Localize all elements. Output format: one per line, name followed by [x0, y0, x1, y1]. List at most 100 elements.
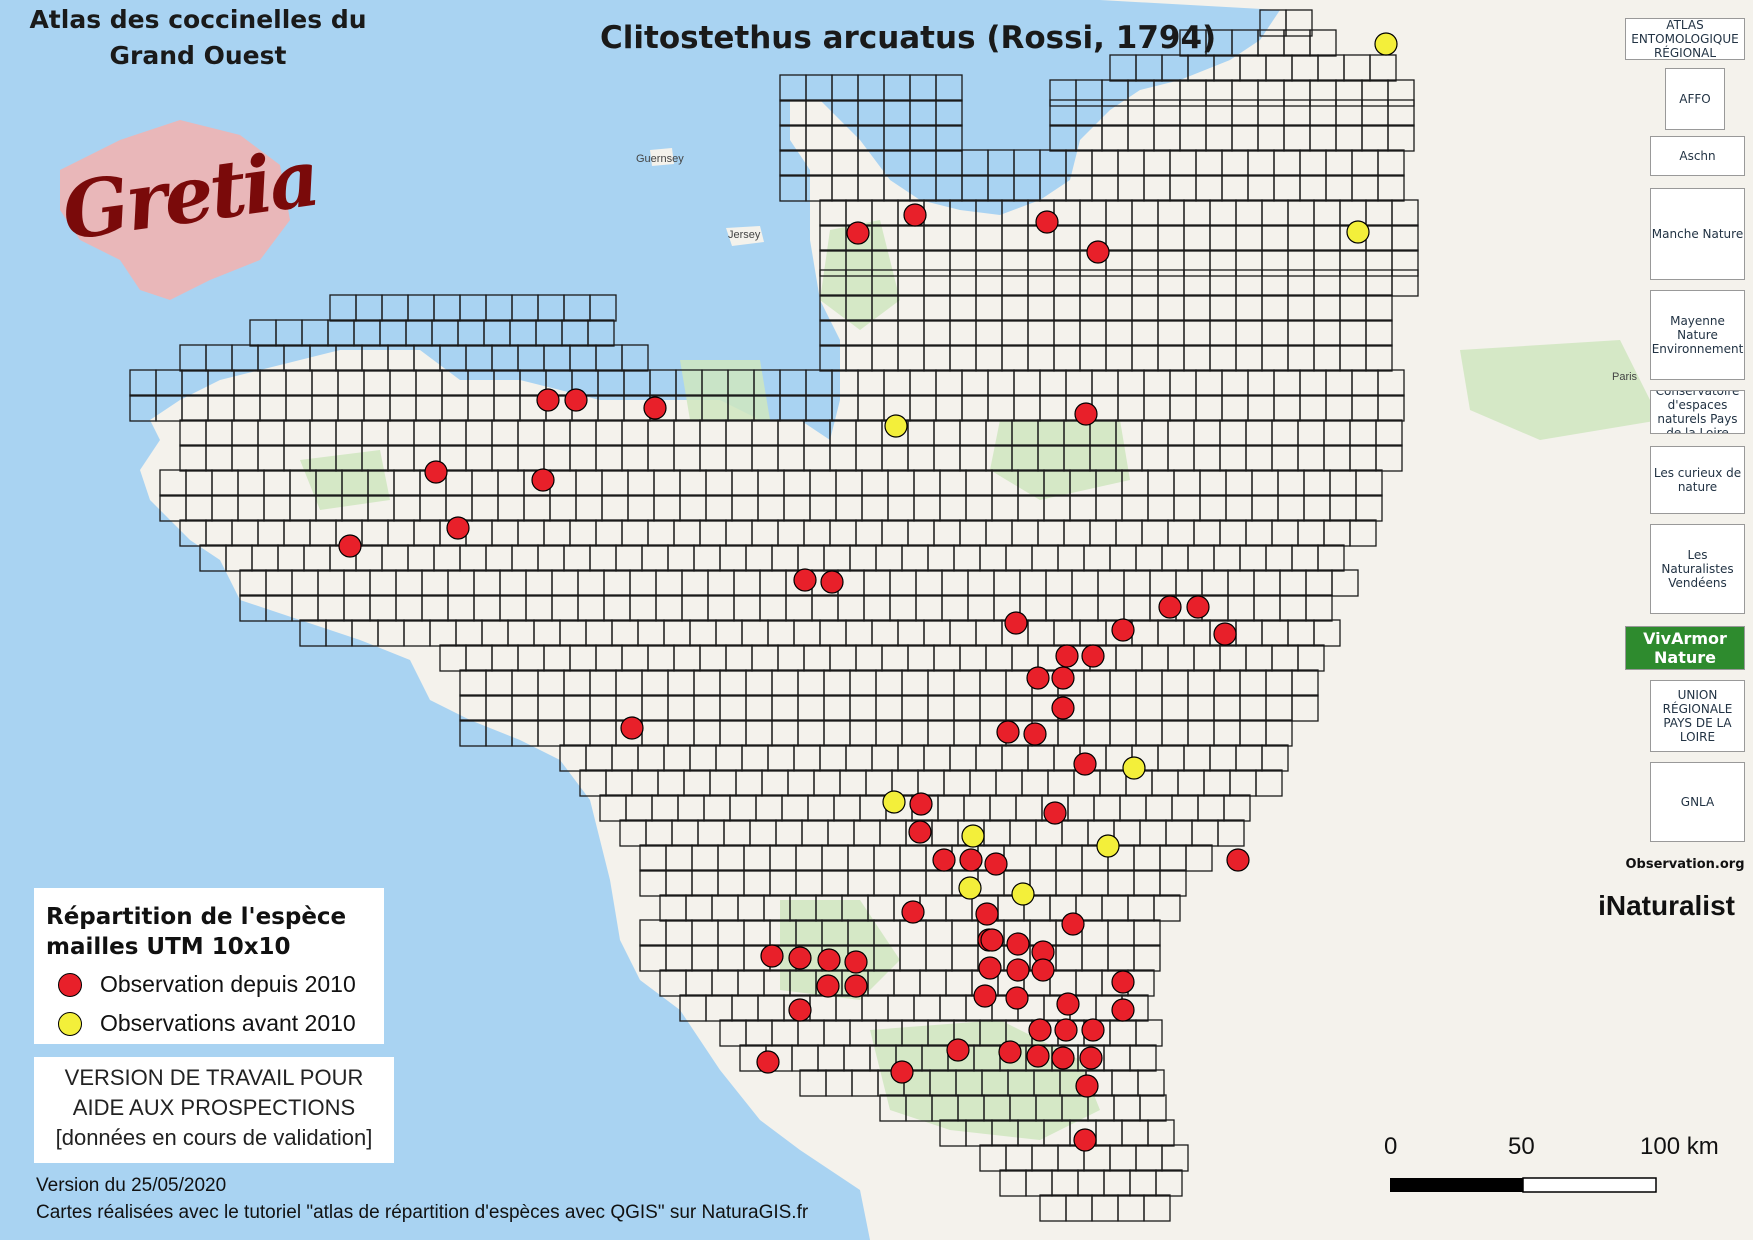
grid-cell — [569, 344, 597, 372]
grid-cell — [1223, 794, 1251, 822]
grid-cell — [1317, 544, 1345, 572]
legend-title-line2: mailles UTM 10x10 — [46, 934, 291, 960]
grid-cell — [805, 369, 833, 397]
grid-cell — [779, 394, 807, 422]
utm-grid — [129, 9, 1419, 1222]
jersey-island — [726, 226, 764, 246]
grid-cell — [1309, 29, 1337, 57]
legend-item-old: Observations avant 2010 — [46, 1007, 372, 1040]
recent-observation-dot — [980, 928, 1004, 952]
grid-cell — [537, 294, 565, 322]
recent-observation-dot — [1056, 992, 1080, 1016]
grid-cell — [1365, 344, 1393, 372]
grid-cell — [129, 369, 157, 397]
grid-cell — [1049, 79, 1077, 107]
recent-observation-dot — [620, 716, 644, 740]
grid-cell — [831, 74, 859, 102]
grid-cell — [857, 99, 885, 127]
grid-cell — [1391, 249, 1419, 277]
grid-cell — [535, 319, 563, 347]
grid-cell — [1365, 294, 1393, 322]
notice-line1: VERSION DE TRAVAIL POUR — [64, 1065, 364, 1090]
grid-cell — [1291, 669, 1319, 697]
recent-observation-dot — [1035, 210, 1059, 234]
grid-cell — [405, 319, 433, 347]
recent-observation-dot — [1111, 618, 1135, 642]
grid-cell — [1391, 269, 1419, 297]
atlas-title: Atlas des coccinelles du Grand Ouest — [18, 2, 378, 74]
recent-observation-dot — [846, 221, 870, 245]
forest-patch — [680, 360, 770, 420]
recent-observation-dot — [1026, 1044, 1050, 1068]
grid-cell — [205, 344, 233, 372]
scale-label-100: 100 km — [1640, 1133, 1719, 1160]
grid-cell — [1039, 149, 1067, 177]
guernsey-island — [650, 148, 674, 166]
scale-label-0: 0 — [1384, 1133, 1398, 1160]
grid-cell — [509, 319, 537, 347]
observation-dots — [338, 32, 1398, 1152]
recent-observation-dot — [1226, 848, 1250, 872]
recent-observation-dot — [844, 974, 868, 998]
grid-cell — [1217, 819, 1245, 847]
recent-observation-dot — [901, 900, 925, 924]
grid-cell — [1161, 54, 1189, 82]
recent-observation-dot — [760, 944, 784, 968]
old-observation-dot — [1096, 834, 1120, 858]
forest-patch — [990, 420, 1130, 500]
grid-cell — [457, 319, 485, 347]
recent-observation-dot — [1051, 1046, 1075, 1070]
partner-logo: ATLAS ENTOMOLOGIQUE RÉGIONAL — [1625, 18, 1745, 60]
grid-cell — [1075, 79, 1103, 107]
recent-observation-dot — [973, 984, 997, 1008]
grid-cell — [129, 394, 157, 422]
scale-bar — [1390, 1177, 1657, 1193]
grid-cell — [779, 369, 807, 397]
grid-cell — [517, 344, 545, 372]
jersey-label: Jersey — [728, 229, 761, 241]
recent-observation-dot — [998, 1040, 1022, 1064]
partner-logos: ATLAS ENTOMOLOGIQUE RÉGIONAL AFFO Aschn … — [1568, 0, 1753, 960]
recent-observation-dot — [1111, 970, 1135, 994]
old-observation-dot — [882, 790, 906, 814]
recent-observation-dot — [946, 1038, 970, 1062]
old-observation-dot — [884, 414, 908, 438]
recent-observation-dot — [1054, 1018, 1078, 1042]
recent-observation-dot — [1031, 958, 1055, 982]
grid-cell — [1377, 369, 1405, 397]
grid-cell — [1109, 54, 1137, 82]
recent-observation-dot — [424, 460, 448, 484]
forest-patch — [820, 220, 900, 330]
grid-cell — [1377, 149, 1405, 177]
grid-cell — [511, 294, 539, 322]
grid-cell — [355, 294, 383, 322]
legend-item-label: Observations avant 2010 — [100, 1010, 356, 1036]
grid-cell — [1185, 844, 1213, 872]
credits: Cartes réalisées avec le tutoriel "atlas… — [36, 1202, 809, 1223]
grid-cell — [1375, 444, 1403, 472]
recent-observation-dot — [984, 852, 1008, 876]
partner-logo: Les curieux de nature — [1650, 446, 1745, 514]
grid-cell — [433, 294, 461, 322]
grid-cell — [935, 149, 963, 177]
recent-observation-dot — [531, 468, 555, 492]
grid-cell — [1137, 1069, 1165, 1097]
partner-logo: Observation.org — [1625, 856, 1745, 872]
grid-cell — [1365, 319, 1393, 347]
grid-cell — [883, 149, 911, 177]
grid-cell — [805, 74, 833, 102]
recent-observation-dot — [1081, 1018, 1105, 1042]
grid-cell — [935, 74, 963, 102]
grid-cell — [1153, 894, 1181, 922]
recent-observation-dot — [1079, 1046, 1103, 1070]
grid-cell — [883, 124, 911, 152]
grid-cell — [597, 369, 625, 397]
old-observation-dot — [1346, 220, 1370, 244]
grid-cell — [883, 99, 911, 127]
grid-cell — [1291, 694, 1319, 722]
grid-cell — [909, 149, 937, 177]
grid-cell — [485, 294, 513, 322]
grid-cell — [543, 344, 571, 372]
recent-observation-dot — [1075, 1074, 1099, 1098]
